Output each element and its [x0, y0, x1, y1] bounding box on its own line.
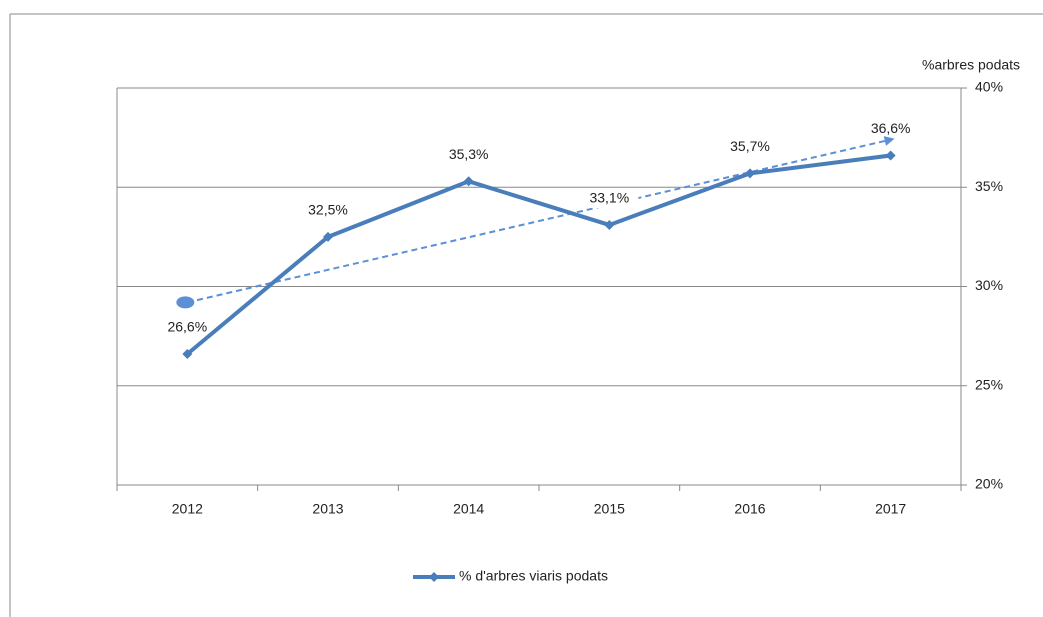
point — [182, 348, 193, 359]
point — [323, 231, 333, 242]
data-label: 32,5% — [308, 202, 348, 218]
x-tick-label: 2016 — [734, 501, 765, 517]
label-bg — [580, 189, 639, 208]
x-tick-label: 2013 — [312, 501, 343, 517]
data-label: 35,3% — [449, 146, 489, 162]
data-label: 33,1% — [589, 190, 629, 206]
data-label: 36,6% — [871, 120, 911, 136]
point — [745, 168, 755, 179]
x-tick-label: 2012 — [172, 501, 203, 517]
data-label: 26,6% — [167, 319, 207, 335]
point — [463, 176, 474, 187]
y-tick-label: 25% — [975, 376, 1003, 392]
y-tick-label: 30% — [975, 277, 1003, 293]
series-line — [186, 153, 891, 356]
point — [885, 150, 896, 161]
x-tick-label: 2017 — [875, 501, 906, 517]
legend-label: % d'arbres viaris podats — [459, 568, 608, 584]
y-tick-label: 20% — [975, 476, 1003, 492]
point — [604, 219, 615, 230]
y-tick-label: 40% — [975, 79, 1003, 95]
trendline — [187, 136, 895, 304]
data-label: 35,7% — [730, 138, 770, 154]
y-tick-label: 35% — [975, 178, 1003, 194]
x-tick-label: 2014 — [453, 501, 484, 517]
y-axis-label: %arbres podats — [922, 57, 1020, 73]
legend-marker — [429, 572, 439, 582]
trend-start — [176, 296, 195, 309]
x-tick-label: 2015 — [594, 501, 625, 517]
